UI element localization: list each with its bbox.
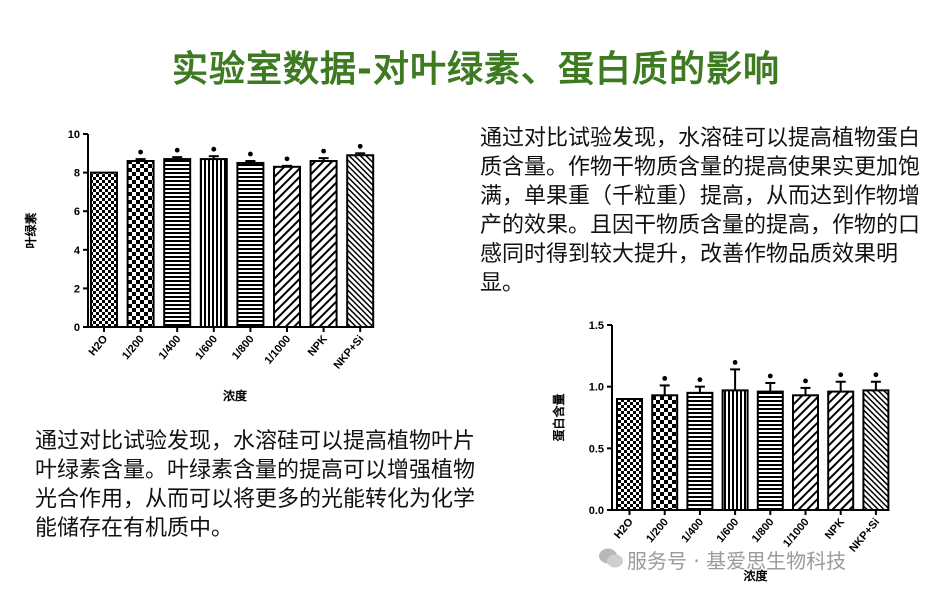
y-tick-label: 1.5 [589, 320, 604, 332]
significance-marker [357, 143, 363, 149]
x-tick-label: NPK [306, 333, 330, 359]
x-tick-label: 1/800 [750, 516, 777, 545]
x-tick-label: 1/400 [157, 333, 184, 362]
y-axis-title: 蛋白含量 [551, 393, 566, 441]
bar [651, 394, 679, 511]
x-tick-label: 1/600 [715, 516, 742, 545]
x-tick-label: NKP+Si [847, 516, 882, 554]
y-tick-label: 0.0 [589, 505, 604, 517]
bar [721, 389, 749, 511]
x-tick-label: 1/400 [679, 516, 706, 545]
x-tick-label: 1/1000 [262, 333, 293, 366]
y-tick-label: 8 [74, 168, 80, 180]
y-tick-label: 6 [74, 206, 80, 218]
significance-marker [662, 376, 668, 381]
x-tick-label: 1/200 [644, 516, 671, 545]
significance-marker [211, 146, 217, 152]
significance-marker [838, 372, 844, 378]
bar [686, 391, 714, 512]
significance-marker [321, 148, 326, 154]
x-axis-title: 浓度 [223, 388, 248, 403]
page-title: 实验室数据-对叶绿素、蛋白质的影响 [172, 49, 780, 90]
bar [756, 390, 784, 512]
y-tick-label: 10 [68, 129, 80, 141]
chlorophyll-paragraph: 通过对比试验发现，水溶硅可以提高植物叶片叶绿素含量。叶绿素含量的提高可以增强植物… [35, 429, 476, 541]
bar [346, 154, 375, 328]
y-axis-title: 叶绿素 [23, 212, 38, 248]
chlorophyll-chart: 0 2 4 6 8 10 H2O 1/200 1/400 1/600 1/800 1/1000 NPK N… [23, 129, 375, 403]
bar [309, 160, 338, 328]
x-tick-label: 1/200 [120, 333, 147, 362]
watermark-text: 服务号 · 基爱思生物科技 [627, 549, 847, 573]
bar [126, 160, 155, 328]
significance-marker [803, 378, 808, 384]
significance-marker [174, 147, 180, 153]
y-tick-label: 4 [74, 245, 81, 257]
bar [199, 158, 228, 328]
y-tick-label: 0.5 [589, 443, 604, 455]
x-tick-label: NKP+Si [332, 333, 367, 371]
significance-marker [873, 372, 879, 378]
bar [827, 390, 855, 512]
y-tick-label: 1.0 [589, 382, 604, 394]
wechat-icon [599, 548, 623, 568]
x-tick-label: NPK [823, 516, 847, 542]
x-tick-label: H2O [87, 333, 111, 358]
x-tick-label: 1/600 [193, 333, 220, 362]
bar [862, 389, 890, 511]
bar [163, 158, 192, 328]
bar [616, 398, 643, 511]
significance-marker [767, 373, 773, 379]
protein-paragraph: 通过对比试验发现，水溶硅可以提高植物蛋白质含量。作物干物质含量的提高使果实更加饱… [480, 126, 921, 296]
significance-marker [732, 360, 738, 365]
bar [792, 394, 819, 511]
significance-marker [248, 151, 253, 157]
watermark: 服务号 · 基爱思生物科技 [595, 545, 846, 574]
significance-marker [697, 377, 703, 383]
bar [273, 165, 301, 328]
y-tick-label: 2 [74, 283, 80, 295]
x-tick-label: 1/800 [230, 333, 257, 362]
bar [236, 161, 265, 328]
significance-marker [284, 156, 290, 162]
bar [90, 171, 118, 328]
x-tick-label: H2O [612, 516, 636, 541]
significance-marker [138, 149, 144, 155]
x-axis-title: 浓度 [743, 568, 768, 583]
y-tick-label: 0 [74, 322, 80, 334]
